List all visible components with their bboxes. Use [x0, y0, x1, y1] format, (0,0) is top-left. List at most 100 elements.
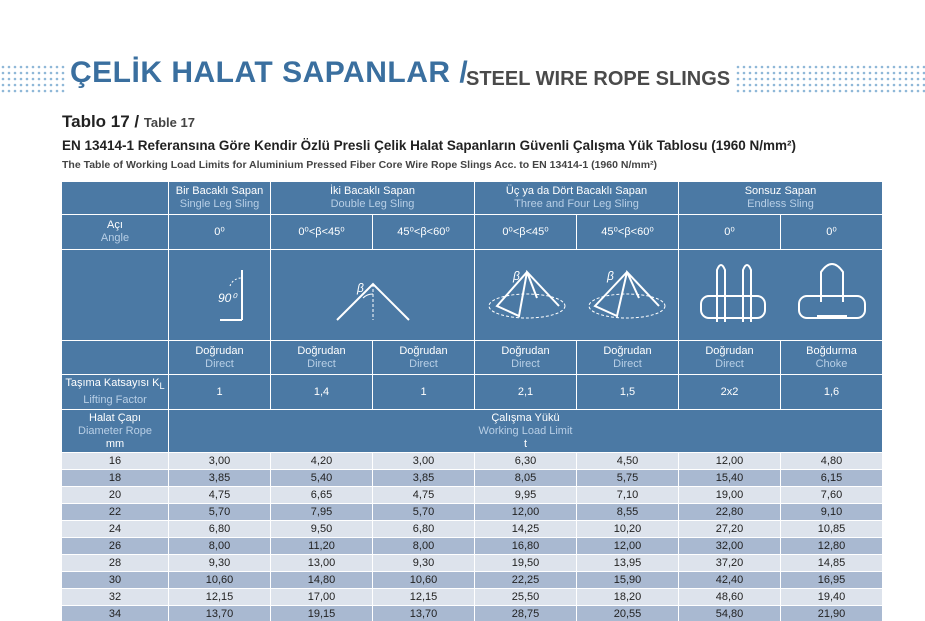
load-cell: 19,15 — [270, 605, 373, 621]
diameter-cell: 32 — [61, 588, 169, 606]
angle-cell: 45⁰<β<60⁰ — [372, 214, 475, 250]
icon-label: 90⁰ — [218, 291, 238, 305]
load-cell: 15,40 — [678, 469, 781, 487]
load-cell: 48,60 — [678, 588, 781, 606]
dot-pattern — [735, 64, 925, 94]
factor-cell: 1 — [168, 374, 271, 410]
dia-en: Diameter Rope — [78, 424, 152, 437]
cell: Halat Çapı Diameter Rope mm — [61, 409, 169, 453]
angle-cell: 0⁰ — [780, 214, 883, 250]
data-row: 24 6,80 9,50 6,80 14,25 10,20 27,20 10,85 — [61, 520, 883, 538]
load-cell: 10,60 — [372, 571, 475, 589]
data-row: 34 13,70 19,15 13,70 28,75 20,55 54,80 21,90 — [61, 605, 883, 621]
load-cell: 27,20 — [678, 520, 781, 538]
load-cell: 3,00 — [168, 452, 271, 470]
angle-row: Açı Angle 0⁰ 0⁰<β<45⁰ 45⁰<β<60⁰ 0⁰<β<45⁰ 45⁰<… — [61, 214, 883, 250]
load-unit: t — [523, 437, 528, 450]
dot-pattern — [0, 64, 66, 94]
lf-tr: Taşıma Katsayısı KL — [65, 377, 164, 391]
load-cell: 25,50 — [474, 588, 577, 606]
load-cell: 22,25 — [474, 571, 577, 589]
load-cell: 14,25 — [474, 520, 577, 538]
mode-en: Direct — [307, 357, 336, 370]
cell — [61, 181, 169, 215]
load-cell: 8,00 — [168, 537, 271, 555]
load-cell: 12,15 — [168, 588, 271, 606]
load-cell: 12,80 — [780, 537, 883, 555]
load-cell: 6,30 — [474, 452, 577, 470]
load-cell: 3,00 — [372, 452, 475, 470]
load-cell: 6,80 — [168, 520, 271, 538]
table-label: Tablo 17 / Table 17 — [62, 112, 195, 132]
angle-tr: Açı — [107, 219, 123, 231]
data-row: 22 5,70 7,95 5,70 12,00 8,55 22,80 9,10 — [61, 503, 883, 521]
cell — [678, 249, 883, 341]
heading-en: The Table of Working Load Limits for Alu… — [62, 159, 658, 171]
icon-label: β — [356, 281, 364, 295]
dia-unit: mm — [105, 437, 125, 450]
load-cell: 17,00 — [270, 588, 373, 606]
icon-label: β — [512, 269, 520, 283]
load-cell: 9,10 — [780, 503, 883, 521]
data-row: 26 8,00 11,20 8,00 16,80 12,00 32,00 12,80 — [61, 537, 883, 555]
cell — [61, 340, 169, 375]
icon-label: β — [606, 269, 614, 283]
load-cell: 19,50 — [474, 554, 577, 572]
diameter-cell: 20 — [61, 486, 169, 504]
load-cell: 8,55 — [576, 503, 679, 521]
icon-double: β — [335, 281, 410, 321]
group-tr: Bir Bacaklı Sapan — [175, 185, 264, 197]
mode-row: Doğrudan Direct Doğrudan Direct Doğrudan Dire… — [61, 340, 883, 375]
data-row: 30 10,60 14,80 10,60 22,25 15,90 42,40 16,95 — [61, 571, 883, 589]
mode-cell: Doğrudan Direct — [372, 340, 475, 375]
lf-tr-text: Taşıma Katsayısı K — [65, 377, 160, 390]
load-cell: 3,85 — [168, 469, 271, 487]
group-tr: Sonsuz Sapan — [744, 185, 817, 197]
mode-tr: Doğrudan — [705, 344, 754, 357]
load-cell: 18,20 — [576, 588, 679, 606]
load-cell: 5,70 — [168, 503, 271, 521]
angle-cell: 0⁰ — [168, 214, 271, 250]
heading-tr: EN 13414-1 Referansına Göre Kendir Özlü … — [62, 138, 797, 153]
group-tr: İki Bacaklı Sapan — [330, 185, 415, 197]
load-cell: 12,15 — [372, 588, 475, 606]
mode-en: Direct — [511, 357, 540, 370]
title-en: STEEL WIRE ROPE SLINGS — [466, 68, 731, 90]
factor-cell: 1,4 — [270, 374, 373, 410]
load-cell: 13,00 — [270, 554, 373, 572]
data-row: 16 3,00 4,20 3,00 6,30 4,50 12,00 4,80 — [61, 452, 883, 470]
factor-cell: 2x2 — [678, 374, 781, 410]
data-row: 18 3,85 5,40 3,85 8,05 5,75 15,40 6,15 — [61, 469, 883, 487]
mode-cell: Doğrudan Direct — [270, 340, 373, 375]
load-cell: 4,50 — [576, 452, 679, 470]
group-row: Bir Bacaklı Sapan Single Leg Sling İki Ba… — [61, 181, 883, 215]
load-cell: 13,70 — [372, 605, 475, 621]
angle-cell: 0⁰ — [678, 214, 781, 250]
diameter-cell: 24 — [61, 520, 169, 538]
load-cell: 8,05 — [474, 469, 577, 487]
load-cell: 42,40 — [678, 571, 781, 589]
dia-tr: Halat Çapı — [89, 411, 141, 424]
load-cell: 5,70 — [372, 503, 475, 521]
cell: Taşıma Katsayısı KL Lifting Factor — [61, 374, 169, 410]
load-cell: 10,60 — [168, 571, 271, 589]
load-cell: 7,10 — [576, 486, 679, 504]
data-row: 28 9,30 13,00 9,30 19,50 13,95 37,20 14,85 — [61, 554, 883, 572]
factor-cell: 1,6 — [780, 374, 883, 410]
cell: Çalışma Yükü Working Load Limit t — [168, 409, 883, 453]
angle-cell: 0⁰<β<45⁰ — [270, 214, 373, 250]
cell: İki Bacaklı Sapan Double Leg Sling — [270, 181, 475, 215]
load-cell: 6,80 — [372, 520, 475, 538]
group-en: Double Leg Sling — [330, 198, 415, 210]
lf-en: Lifting Factor — [83, 393, 147, 406]
mode-en: Direct — [205, 357, 234, 370]
angle-cell: 0⁰<β<45⁰ — [474, 214, 577, 250]
load-cell: 15,90 — [576, 571, 679, 589]
diameter-cell: 16 — [61, 452, 169, 470]
load-cell: 32,00 — [678, 537, 781, 555]
cell: β — [270, 249, 475, 341]
load-cell: 7,60 — [780, 486, 883, 504]
load-cell: 12,00 — [678, 452, 781, 470]
